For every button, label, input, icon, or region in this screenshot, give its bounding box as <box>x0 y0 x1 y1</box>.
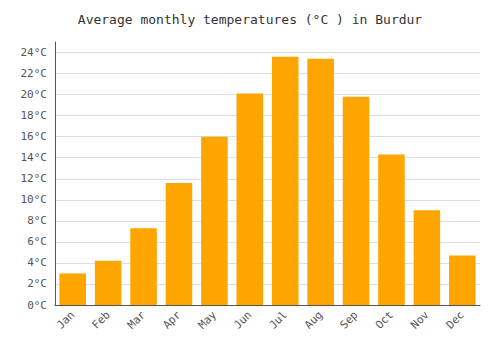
svg-text:Jun: Jun <box>231 308 254 331</box>
svg-text:0°C: 0°C <box>27 299 47 312</box>
svg-text:6°C: 6°C <box>27 235 47 248</box>
svg-text:14°C: 14°C <box>21 151 48 164</box>
svg-text:Average monthly temperatures (: Average monthly temperatures (°C ) in Bu… <box>78 12 423 27</box>
svg-text:Aug: Aug <box>302 308 325 331</box>
svg-text:Sep: Sep <box>337 308 360 331</box>
svg-text:Nov: Nov <box>408 308 431 331</box>
svg-text:12°C: 12°C <box>21 172 48 185</box>
svg-text:Dec: Dec <box>444 308 467 331</box>
svg-text:Apr: Apr <box>160 308 183 331</box>
svg-text:Oct: Oct <box>373 308 396 331</box>
svg-text:Jan: Jan <box>54 308 77 331</box>
svg-text:2°C: 2°C <box>27 277 47 290</box>
svg-text:20°C: 20°C <box>21 88 48 101</box>
svg-text:4°C: 4°C <box>27 256 47 269</box>
svg-text:Mar: Mar <box>125 308 148 331</box>
svg-text:May: May <box>196 308 219 331</box>
svg-text:24°C: 24°C <box>21 46 48 59</box>
svg-text:10°C: 10°C <box>21 193 48 206</box>
svg-text:18°C: 18°C <box>21 109 48 122</box>
svg-text:22°C: 22°C <box>21 67 48 80</box>
svg-text:Jul: Jul <box>267 308 290 331</box>
svg-text:Feb: Feb <box>89 308 112 331</box>
svg-text:16°C: 16°C <box>21 130 48 143</box>
svg-text:8°C: 8°C <box>27 214 47 227</box>
